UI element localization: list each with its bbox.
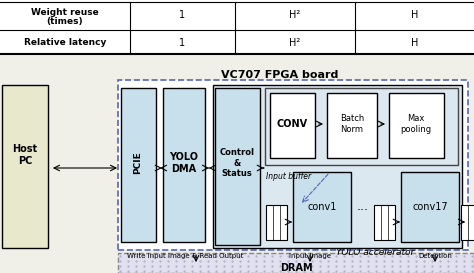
Text: YOLO
DMA: YOLO DMA bbox=[170, 152, 199, 174]
Text: 1: 1 bbox=[179, 38, 185, 48]
Bar bbox=[327, 93, 377, 158]
Text: Input Image: Input Image bbox=[289, 253, 331, 259]
Text: YOLO accelerator: YOLO accelerator bbox=[336, 248, 414, 257]
Bar bbox=[374, 205, 395, 240]
Bar bbox=[118, 253, 474, 273]
Text: Input buffer: Input buffer bbox=[266, 172, 311, 181]
Bar bbox=[389, 93, 444, 158]
Text: Write Input Image & Read Output: Write Input Image & Read Output bbox=[127, 253, 243, 259]
Bar bbox=[401, 172, 459, 242]
Bar bbox=[118, 80, 468, 250]
Text: VC707 FPGA board: VC707 FPGA board bbox=[221, 70, 339, 80]
Text: Batch
Norm: Batch Norm bbox=[340, 114, 364, 134]
Text: Host
PC: Host PC bbox=[12, 144, 37, 166]
Text: CONV: CONV bbox=[276, 119, 308, 129]
Text: Relative latency: Relative latency bbox=[24, 38, 106, 47]
Bar bbox=[215, 88, 260, 245]
Text: Weight reuse: Weight reuse bbox=[31, 8, 99, 17]
Text: Detection: Detection bbox=[418, 253, 452, 259]
Text: PCIE: PCIE bbox=[134, 152, 143, 174]
Bar bbox=[293, 172, 351, 242]
Bar bbox=[266, 205, 287, 240]
Bar bbox=[0, 55, 474, 273]
Text: Max
pooling: Max pooling bbox=[401, 114, 431, 134]
Bar bbox=[461, 205, 474, 240]
Bar bbox=[121, 88, 156, 242]
Text: DRAM: DRAM bbox=[280, 263, 312, 273]
Text: conv1: conv1 bbox=[307, 202, 337, 212]
Text: 1: 1 bbox=[179, 10, 185, 20]
Text: H: H bbox=[411, 10, 419, 20]
Text: H: H bbox=[411, 38, 419, 48]
Text: conv17: conv17 bbox=[412, 202, 448, 212]
Text: (times): (times) bbox=[46, 17, 83, 26]
Bar bbox=[2, 85, 48, 248]
Text: Control
&
Status: Control & Status bbox=[219, 148, 255, 178]
Text: ...: ... bbox=[357, 200, 369, 213]
Text: H²: H² bbox=[289, 10, 301, 20]
Bar bbox=[163, 88, 205, 242]
Bar bbox=[270, 93, 315, 158]
Text: H²: H² bbox=[289, 38, 301, 48]
Bar bbox=[213, 85, 462, 248]
Bar bbox=[0, 0, 474, 55]
Bar bbox=[265, 88, 458, 165]
